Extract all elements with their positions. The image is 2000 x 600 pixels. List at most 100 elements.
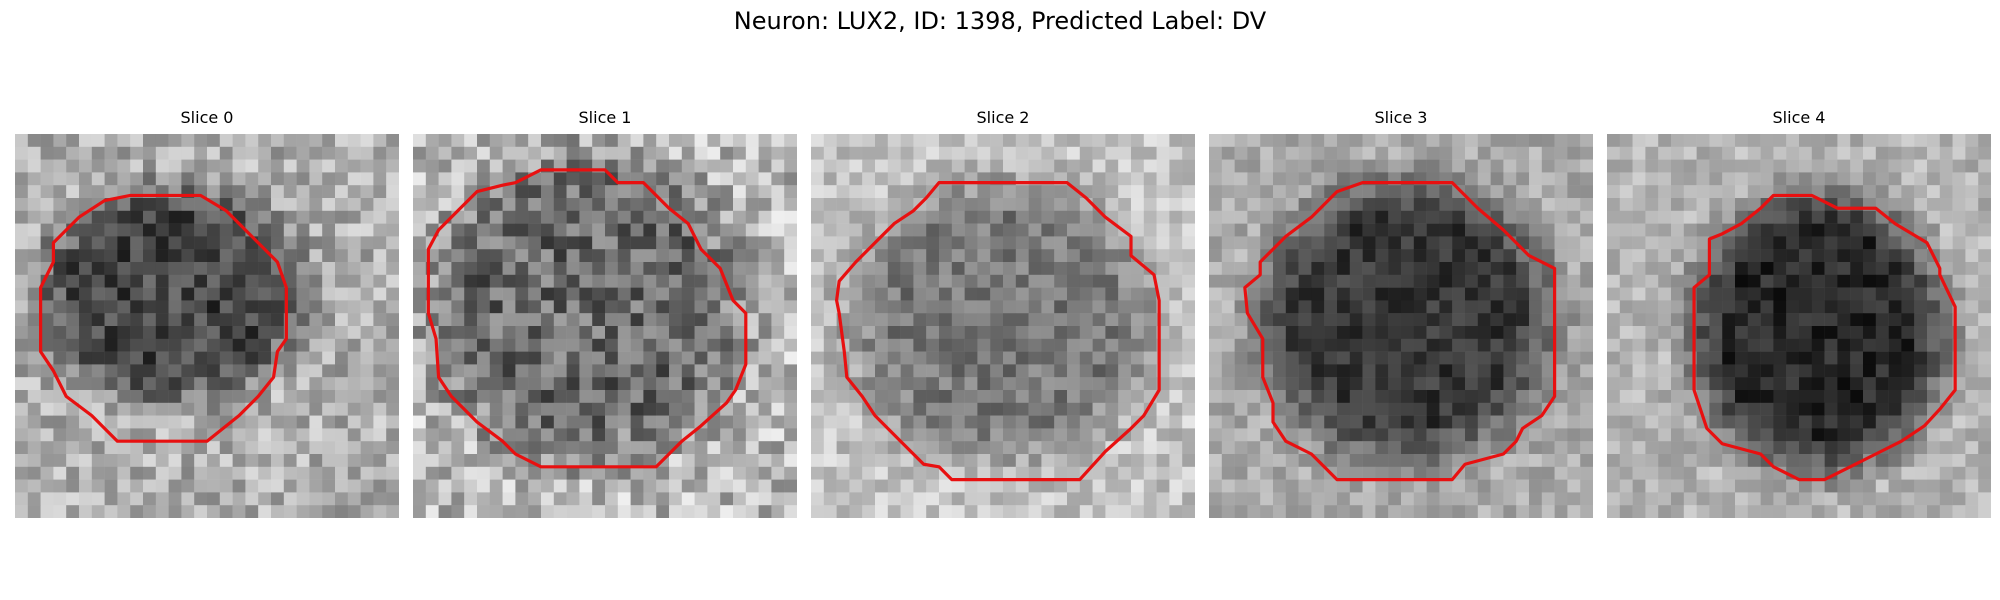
image-pixel [964, 300, 978, 314]
image-pixel [605, 338, 619, 352]
image-pixel [1426, 326, 1440, 340]
image-pixel [1260, 210, 1274, 224]
image-pixel [643, 134, 657, 148]
image-pixel [1388, 326, 1402, 340]
image-pixel [784, 223, 797, 237]
image-pixel [1452, 300, 1466, 314]
image-pixel [977, 351, 991, 365]
image-pixel [1632, 492, 1646, 506]
image-pixel [1105, 402, 1119, 416]
slice-panel-0: Slice 0 [15, 108, 399, 518]
image-pixel [1413, 338, 1427, 352]
image-pixel [1247, 377, 1261, 391]
image-pixel [283, 223, 297, 237]
image-pixel [836, 134, 850, 148]
image-pixel [836, 185, 850, 199]
image-pixel [681, 146, 695, 160]
image-pixel [926, 415, 940, 429]
image-pixel [669, 172, 683, 186]
image-pixel [1388, 428, 1402, 442]
image-pixel [566, 198, 580, 212]
image-pixel [849, 159, 863, 173]
image-pixel [1516, 198, 1530, 212]
image-pixel [1079, 249, 1093, 263]
image-pixel [1285, 236, 1299, 250]
image-pixel [1452, 159, 1466, 173]
image-pixel [656, 287, 670, 301]
image-pixel [347, 134, 361, 148]
image-pixel [592, 505, 606, 518]
image-pixel [1799, 415, 1813, 429]
image-pixel [566, 466, 580, 480]
image-pixel [1927, 377, 1941, 391]
image-pixel [1645, 479, 1659, 493]
image-pixel [1079, 313, 1093, 327]
image-pixel [1092, 505, 1106, 518]
image-pixel [1658, 134, 1672, 148]
image-pixel [811, 172, 825, 186]
image-pixel [1209, 249, 1223, 263]
image-pixel [271, 390, 285, 404]
image-pixel [990, 198, 1004, 212]
image-pixel [1516, 300, 1530, 314]
image-pixel [40, 466, 54, 480]
image-pixel [1722, 210, 1736, 224]
image-pixel [771, 364, 785, 378]
image-pixel [1401, 492, 1415, 506]
image-pixel [1541, 223, 1555, 237]
image-pixel [15, 338, 29, 352]
image-pixel [913, 505, 927, 518]
image-pixel [1863, 351, 1877, 365]
image-pixel [1156, 262, 1170, 276]
image-pixel [1143, 313, 1157, 327]
image-pixel [977, 326, 991, 340]
image-pixel [733, 236, 747, 250]
image-pixel [1696, 441, 1710, 455]
image-pixel [360, 313, 374, 327]
image-pixel [617, 415, 631, 429]
image-pixel [771, 262, 785, 276]
image-pixel [951, 492, 965, 506]
image-pixel [1786, 377, 1800, 391]
image-pixel [1054, 236, 1068, 250]
image-pixel [1760, 390, 1774, 404]
image-pixel [1298, 262, 1312, 276]
image-pixel [758, 223, 772, 237]
image-pixel [515, 415, 529, 429]
image-pixel [823, 326, 837, 340]
image-pixel [875, 172, 889, 186]
image-pixel [1786, 223, 1800, 237]
image-pixel [181, 479, 195, 493]
image-pixel [1863, 249, 1877, 263]
image-pixel [1607, 146, 1621, 160]
image-pixel [1632, 300, 1646, 314]
image-pixel [1554, 390, 1568, 404]
image-pixel [1209, 262, 1223, 276]
image-pixel [1131, 428, 1145, 442]
image-pixel [1709, 210, 1723, 224]
image-pixel [360, 172, 374, 186]
image-pixel [464, 377, 478, 391]
image-pixel [1580, 428, 1593, 442]
image-pixel [1401, 300, 1415, 314]
slice-pixels-2 [811, 134, 1195, 518]
image-pixel [784, 146, 797, 160]
image-pixel [1337, 377, 1351, 391]
image-pixel [1978, 313, 1991, 327]
image-pixel [1015, 479, 1029, 493]
image-pixel [1477, 300, 1491, 314]
image-pixel [386, 441, 399, 455]
image-pixel [1580, 210, 1593, 224]
image-pixel [605, 313, 619, 327]
image-pixel [194, 313, 208, 327]
image-pixel [438, 172, 452, 186]
image-pixel [1529, 466, 1543, 480]
image-pixel [1607, 377, 1621, 391]
image-pixel [1696, 185, 1710, 199]
image-pixel [720, 338, 734, 352]
image-pixel [1298, 172, 1312, 186]
image-pixel [887, 505, 901, 518]
image-pixel [990, 185, 1004, 199]
image-pixel [194, 505, 208, 518]
image-pixel [1221, 313, 1235, 327]
